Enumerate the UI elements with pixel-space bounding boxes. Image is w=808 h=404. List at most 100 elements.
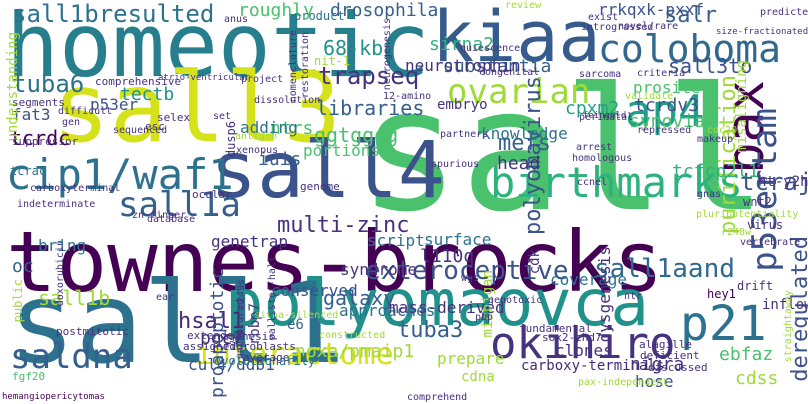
word-wnt2: wnt2: [743, 195, 772, 209]
word-townes-brocks: townes-brocks: [6, 213, 664, 311]
word-assigned: assigned: [183, 340, 236, 353]
word-adding: adding: [240, 118, 298, 137]
word-drift: drift: [737, 279, 774, 293]
word-p21: p21: [680, 296, 767, 352]
word-saldna: saldna: [10, 337, 133, 377]
word-ccnel: ccnel: [577, 177, 608, 188]
word-selex: selex: [157, 111, 191, 124]
word-sall3to: sall3to: [668, 54, 753, 78]
word-kiaa: kiaa: [432, 0, 601, 78]
word-dysgenesis: dysgenesis: [595, 246, 614, 343]
word-ggtgggg: ggtgggg: [314, 123, 399, 147]
word-comprehend: comprehend: [407, 392, 468, 403]
word-inflow: inflow: [762, 297, 808, 313]
word-quiescence: quiescence: [460, 43, 521, 54]
word-r248w: r248w: [721, 227, 752, 238]
word-l110q: l110q: [420, 246, 475, 267]
word-prepare: prepare: [437, 349, 505, 368]
word-approaches: approaches: [339, 301, 436, 320]
word-zn-finger: zn-finger: [132, 210, 187, 221]
word-ovarian: ovarian: [447, 72, 591, 112]
word-cdc20: cdc20: [707, 125, 738, 136]
word-hsal1: hsal1: [178, 309, 245, 334]
word-pgc7: pgc7: [200, 328, 244, 349]
word-homeotic: homeotic: [6, 0, 430, 97]
word-trapseq: trapseq: [318, 62, 420, 90]
word-public: public: [11, 279, 25, 323]
word-wgs: wgs: [461, 273, 480, 284]
word-deficient: deficient: [640, 349, 700, 362]
word-mefs: mefs: [498, 131, 551, 156]
word-tcrac: tcrac: [10, 164, 47, 178]
word-ap4: ap4: [625, 86, 705, 137]
word-difficult: difficult: [58, 106, 113, 117]
word-ebfaz: ebfaz: [719, 344, 774, 365]
word-coverage: coverage: [550, 270, 628, 289]
word-fibroblasts: fibroblasts: [223, 340, 296, 353]
word-average: average: [243, 351, 290, 364]
word-clones: clones: [555, 341, 613, 360]
word-neurotrophin: neurotrophin: [405, 56, 521, 75]
word-syndrome: syndrome: [340, 260, 418, 279]
word-cdk: cdk: [527, 249, 543, 275]
word-sox2-chd7: sox2-chd7: [542, 331, 602, 344]
word-prosite: prosite: [633, 78, 701, 97]
word-head: head: [497, 153, 541, 174]
word-multi-zinc: multi-zinc: [277, 213, 410, 238]
word-agenesis: agenesis: [222, 330, 275, 343]
word-interactome: interactome: [195, 337, 394, 372]
word-neurogenesis: neurogenesis: [382, 18, 393, 91]
word-repressed: repressed: [637, 125, 692, 136]
word-perinatal: perinatal: [579, 112, 634, 123]
word-pbp: pbp: [475, 312, 494, 323]
word-cdna: cdna: [461, 369, 495, 385]
word-indeterminate: indeterminate: [17, 199, 96, 210]
word-ntrs: ntrs: [270, 118, 314, 139]
word-exteroceptive: exteroceptive: [365, 256, 569, 286]
word-birthmarks: birthmarks: [490, 158, 743, 207]
word-noxa-pmaip1: noxa/pmaip1: [295, 341, 415, 362]
word-carboxyterminal: carboxyterminal: [30, 183, 121, 194]
word-product: product: [294, 9, 345, 23]
word-constructed: constructed: [319, 330, 386, 341]
word-sirna2: sirna2: [429, 34, 495, 55]
word-galaxy: galaxy: [323, 286, 396, 310]
word-libraries: libraries: [316, 96, 425, 120]
word-sall1b: sall1b: [38, 286, 111, 310]
word-set: set: [213, 111, 232, 122]
word-salr: salr: [664, 3, 717, 28]
word-spurious: spurious: [431, 159, 480, 170]
word-evolutionarily: evolutionarily: [214, 354, 316, 368]
word-okihiro: okihiro: [490, 318, 676, 369]
word-fundamental: fundamental: [519, 322, 592, 335]
word-discussed: discussed: [648, 361, 708, 374]
word-fgf20: fgf20: [12, 370, 46, 383]
word-gen: gen: [62, 117, 81, 128]
word-misaligning: misaligning: [734, 60, 750, 153]
word-surface: surface: [424, 230, 492, 249]
word-pax-independent: pax-independent: [578, 377, 669, 388]
word-tectb: tectb: [120, 84, 175, 105]
word-rrkqxk-pxxf: rrkqxk-pxxf: [598, 0, 704, 19]
word-bring: bring: [38, 236, 87, 255]
word-coloboma: coloboma: [598, 27, 782, 71]
word-mass-derived: mass-derived: [389, 298, 505, 317]
word-sall3: sall3: [52, 52, 341, 164]
word-validate: validate: [625, 91, 674, 102]
word-virus: virus: [747, 218, 784, 232]
word-criteria: criteria: [637, 68, 686, 79]
word-novel-rare: novel/rare: [618, 21, 679, 32]
word-esc: esc: [145, 120, 165, 133]
word-substantia: substantia: [443, 56, 552, 77]
word-tcfcp2l1: tcfcp2l1: [672, 161, 759, 182]
word-sall1: sall1: [8, 259, 346, 389]
word-extended: extended: [187, 329, 240, 342]
word-atrio-ventricular: atrio-ventricular: [158, 73, 251, 83]
word-68-kb: 68-kb: [323, 36, 384, 60]
word-vertebrate: vertebrate: [740, 237, 801, 248]
word-intrograssed: intrograssed: [581, 22, 654, 33]
word-makeup: makeup: [697, 134, 734, 145]
word-feingold: feingold: [583, 111, 627, 121]
word-nigra: nigra: [630, 354, 685, 375]
word-ear: ear: [156, 292, 175, 303]
